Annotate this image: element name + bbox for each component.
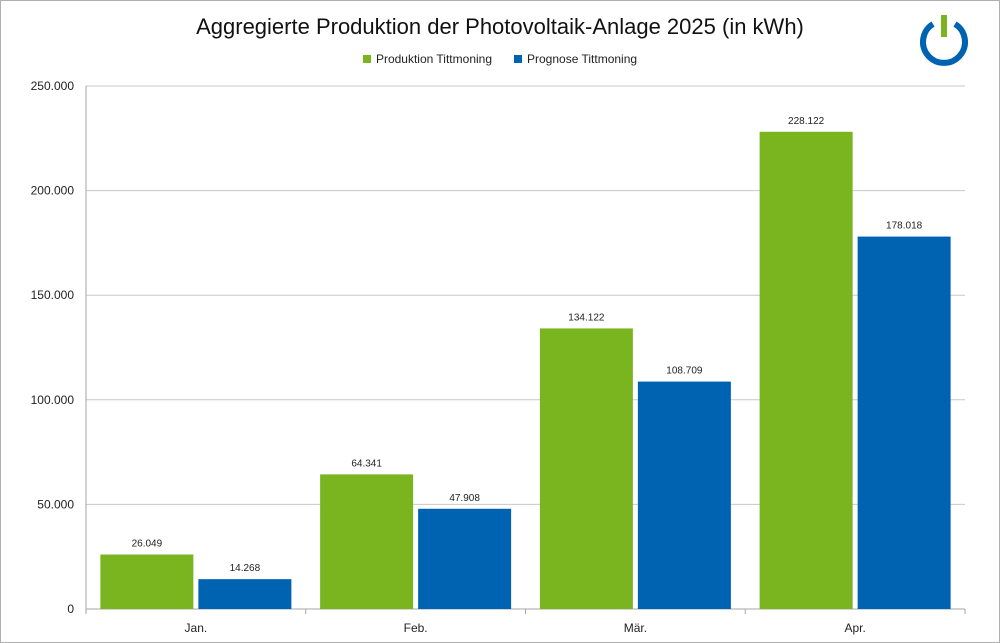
legend-item-production: Produktion Tittmoning [362,52,492,66]
x-tick-label: Mär. [624,621,647,635]
bar-forecast [857,236,951,609]
legend-label-production: Produktion Tittmoning [375,52,492,66]
power-icon-ring [920,21,968,66]
data-label: 47.908 [449,493,480,504]
bar-production [759,131,853,609]
y-tick-label: 200.000 [31,184,75,198]
y-tick-label: 50.000 [37,497,74,511]
data-label: 178.018 [886,221,923,232]
data-label: 14.268 [230,563,261,574]
power-icon-bar [941,15,947,37]
legend-label-forecast: Prognose Tittmoning [527,52,638,66]
legend-swatch-forecast [514,55,522,63]
y-tick-label: 100.000 [31,393,75,407]
legend-swatch-production [362,55,371,63]
data-label: 228.122 [788,116,825,127]
x-tick-label: Apr. [844,621,865,635]
bar-production [100,554,194,609]
chart-title: Aggregierte Produktion der Photovoltaik-… [196,14,804,39]
y-tick-label: 0 [67,602,74,616]
chart-legend: Produktion Tittmoning Prognose Tittmonin… [0,52,1000,66]
power-icon [920,15,968,66]
data-label: 26.049 [132,539,163,550]
bar-forecast [418,508,512,609]
data-label: 108.709 [666,366,703,377]
bar-production [539,328,633,609]
data-label: 64.341 [351,458,382,469]
bar-production [320,474,414,609]
y-tick-label: 250.000 [31,79,75,93]
y-tick-label: 150.000 [31,288,75,302]
bar-forecast [198,579,292,609]
x-tick-label: Feb. [404,621,428,635]
data-label: 134.122 [568,312,605,323]
bar-forecast [637,381,731,609]
legend-item-forecast: Prognose Tittmoning [514,52,637,66]
x-tick-label: Jan. [185,621,208,635]
